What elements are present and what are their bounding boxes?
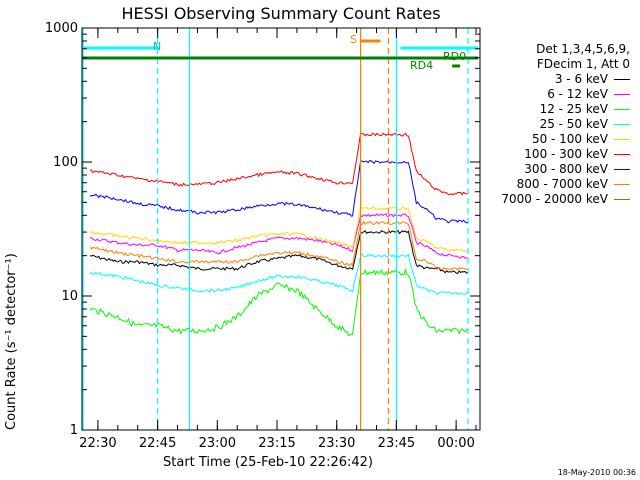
legend-header-2: FDecim 1, Att 0 [536,57,630,71]
legend-label: 800 - 7000 keV [516,177,608,191]
series-line-1 [89,213,469,260]
legend-swatch [614,79,630,80]
x-tick-label: 23:00 [199,436,236,451]
legend-entry: 50 - 100 keV [501,132,630,147]
legend-label: 3 - 6 keV [554,72,608,86]
date-stamp: 18-May-2010 00:36 [557,468,636,477]
legend-swatch [614,139,630,140]
series-line-7 [89,220,469,271]
legend-label: 12 - 25 keV [539,102,608,116]
legend-label: 25 - 50 keV [539,117,608,131]
legend-swatch [614,154,630,155]
y-tick-label: 100 [53,155,78,170]
series-line-2 [89,267,469,337]
rd0-flag-label: RD0 [443,50,467,63]
legend-entry: 12 - 25 keV [501,102,630,117]
legend-entry: 3 - 6 keV [501,72,630,87]
legend-entry: 800 - 7000 keV [501,177,630,192]
legend-swatch [614,199,630,200]
series-line-0 [89,229,469,275]
y-axis-label: Count Rate (s⁻¹ detector⁻¹) [4,253,19,430]
night-flag-label: N [153,40,162,53]
x-tick-label: 22:30 [79,436,116,451]
legend-label: 7000 - 20000 keV [501,192,608,206]
legend-label: 50 - 100 keV [531,132,608,146]
legend-swatch [614,124,630,125]
saa-flag-label: S [350,33,357,46]
legend-header-1: Det 1,3,4,5,6,9, [536,42,630,56]
legend-label: 6 - 12 keV [547,87,608,101]
legend-label: 300 - 800 keV [524,162,608,176]
x-axis-label: Start Time (25-Feb-10 22:26:42) [163,455,373,470]
series-line-5 [89,132,469,196]
x-tick-label: 23:15 [258,436,295,451]
legend-entry: 300 - 800 keV [501,162,630,177]
legend-entry: 6 - 12 keV [501,87,630,102]
x-tick-label: 22:45 [139,436,176,451]
legend-entry: 25 - 50 keV [501,117,630,132]
series-line-6 [89,159,469,224]
legend-label: 100 - 300 keV [524,147,608,161]
y-tick-label: 1 [70,423,78,438]
legend-entry: 100 - 300 keV [501,147,630,162]
y-tick-label: 1000 [45,21,78,36]
series-line-3 [89,253,469,296]
legend-swatch [614,109,630,110]
legend-entry: 7000 - 20000 keV [501,192,630,207]
x-tick-label: 23:30 [318,436,355,451]
legend-swatch [614,169,630,170]
chart-title: HESSI Observing Summary Count Rates [121,4,441,23]
legend-swatch [614,184,630,185]
rd4-flag-label: RD4 [410,59,434,72]
plot-frame [81,27,481,431]
y-tick-label: 10 [61,289,78,304]
series-line-4 [89,206,469,253]
x-tick-label: 23:45 [378,436,415,451]
x-tick-label: 00:00 [437,436,474,451]
legend: Det 1,3,4,5,6,9, FDecim 1, Att 0 3 - 6 k… [501,42,630,207]
legend-swatch [614,94,630,95]
